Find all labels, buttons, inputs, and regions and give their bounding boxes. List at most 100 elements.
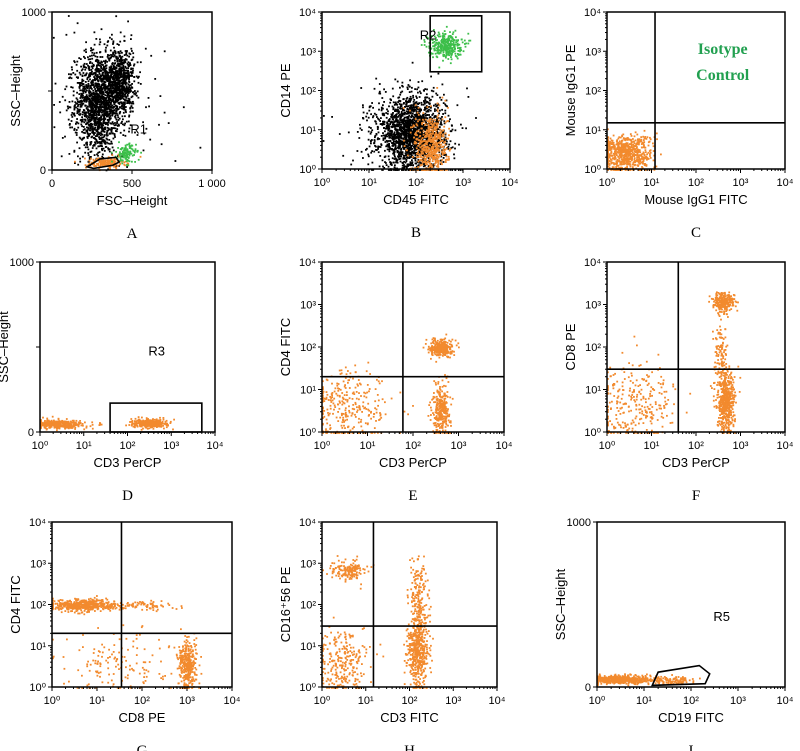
point bbox=[128, 154, 131, 157]
point bbox=[409, 109, 411, 112]
point bbox=[405, 137, 408, 140]
point bbox=[432, 134, 434, 137]
point bbox=[133, 154, 135, 156]
point bbox=[388, 148, 391, 151]
point bbox=[422, 156, 425, 159]
point bbox=[387, 124, 390, 127]
point bbox=[99, 109, 102, 111]
point bbox=[76, 118, 78, 120]
point bbox=[416, 161, 419, 163]
point bbox=[436, 102, 439, 105]
point bbox=[445, 155, 448, 158]
point bbox=[410, 151, 413, 154]
point bbox=[411, 115, 413, 118]
point bbox=[408, 114, 411, 117]
point bbox=[112, 41, 115, 44]
point bbox=[375, 77, 378, 80]
point bbox=[124, 89, 127, 92]
point bbox=[90, 71, 93, 74]
point bbox=[128, 100, 130, 103]
point bbox=[96, 158, 98, 160]
point bbox=[409, 163, 412, 166]
point bbox=[393, 166, 396, 169]
point bbox=[86, 132, 89, 135]
point bbox=[116, 64, 118, 67]
point bbox=[421, 128, 423, 131]
point bbox=[399, 107, 402, 110]
point bbox=[98, 133, 100, 136]
point bbox=[91, 115, 94, 118]
point bbox=[359, 127, 362, 130]
point bbox=[427, 125, 430, 127]
point bbox=[105, 99, 108, 102]
point bbox=[96, 86, 98, 89]
point bbox=[413, 134, 416, 137]
point bbox=[440, 146, 443, 149]
point bbox=[416, 102, 419, 105]
point bbox=[96, 153, 98, 156]
point bbox=[111, 113, 114, 115]
point bbox=[416, 111, 419, 114]
point bbox=[417, 169, 419, 171]
point bbox=[82, 72, 85, 74]
point bbox=[399, 105, 402, 108]
point bbox=[404, 106, 406, 108]
point bbox=[104, 121, 107, 124]
point bbox=[113, 54, 116, 56]
point bbox=[108, 128, 111, 131]
point bbox=[416, 136, 419, 139]
point bbox=[148, 105, 150, 108]
point bbox=[120, 91, 123, 94]
point bbox=[91, 65, 94, 68]
point bbox=[419, 146, 422, 149]
point bbox=[378, 118, 380, 121]
point bbox=[114, 114, 117, 117]
point bbox=[87, 56, 89, 59]
point bbox=[424, 88, 427, 90]
point bbox=[417, 159, 420, 161]
point bbox=[93, 110, 96, 113]
point bbox=[104, 118, 107, 120]
point bbox=[127, 61, 130, 64]
point bbox=[396, 130, 399, 133]
point bbox=[429, 116, 431, 119]
point bbox=[431, 118, 434, 121]
point bbox=[82, 102, 85, 105]
point bbox=[442, 157, 445, 159]
point bbox=[373, 112, 376, 115]
point bbox=[359, 123, 361, 126]
point bbox=[407, 117, 409, 119]
point bbox=[388, 158, 390, 161]
point bbox=[438, 145, 440, 148]
point bbox=[105, 97, 107, 99]
point bbox=[427, 135, 430, 138]
point bbox=[403, 157, 406, 160]
point bbox=[424, 123, 427, 126]
point bbox=[106, 80, 109, 83]
point bbox=[94, 141, 96, 144]
point bbox=[437, 72, 440, 75]
point bbox=[104, 107, 107, 109]
point bbox=[99, 98, 102, 101]
point bbox=[128, 62, 131, 64]
point bbox=[126, 87, 129, 90]
point bbox=[85, 116, 88, 118]
point bbox=[440, 138, 443, 141]
point bbox=[90, 86, 92, 89]
point bbox=[101, 145, 103, 148]
point bbox=[98, 84, 100, 87]
point bbox=[91, 127, 94, 130]
point bbox=[75, 132, 78, 134]
point bbox=[94, 132, 96, 134]
point bbox=[76, 112, 79, 115]
point bbox=[110, 105, 113, 108]
point bbox=[427, 126, 430, 129]
point bbox=[439, 169, 441, 171]
point bbox=[421, 153, 424, 156]
point bbox=[129, 90, 131, 93]
point bbox=[413, 103, 416, 105]
point bbox=[409, 95, 412, 98]
point bbox=[104, 112, 106, 114]
point bbox=[118, 141, 120, 144]
